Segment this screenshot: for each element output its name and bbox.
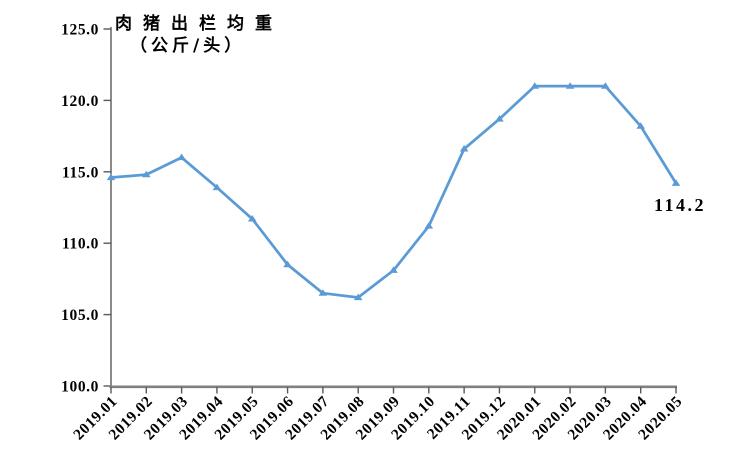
data-point-marker — [601, 82, 610, 89]
chart-title-unit-line: （公斤/头） — [130, 36, 246, 56]
data-point-marker — [636, 122, 645, 129]
data-point-marker — [389, 266, 398, 273]
data-point-marker — [177, 153, 186, 161]
data-point-marker — [142, 170, 151, 178]
data-point-marker — [247, 215, 257, 222]
chart-title-line1: 肉猪出栏均重 — [115, 14, 283, 34]
data-point-marker — [565, 82, 575, 89]
y-axis-label: 115.0 — [62, 164, 99, 181]
data-point-marker — [530, 82, 540, 89]
data-point-marker — [106, 173, 116, 181]
y-axis-label: 125.0 — [61, 22, 99, 39]
last-point-data-label: 114.2 — [654, 195, 707, 215]
data-point-marker — [671, 179, 681, 186]
y-axis-label: 110.0 — [62, 236, 99, 253]
data-point-marker — [212, 183, 222, 191]
data-point-marker — [353, 293, 363, 301]
y-axis-label: 100.0 — [61, 379, 99, 396]
data-point-marker — [495, 115, 504, 122]
y-axis-label: 120.0 — [61, 93, 99, 110]
y-axis-label: 105.0 — [61, 307, 99, 324]
data-point-marker — [318, 289, 328, 296]
data-point-marker — [283, 260, 292, 268]
data-line — [109, 84, 678, 299]
data-point-marker — [424, 222, 434, 229]
data-point-marker — [459, 145, 469, 152]
chart-title: 肉猪出栏均重 （公斤/头） — [115, 14, 283, 57]
